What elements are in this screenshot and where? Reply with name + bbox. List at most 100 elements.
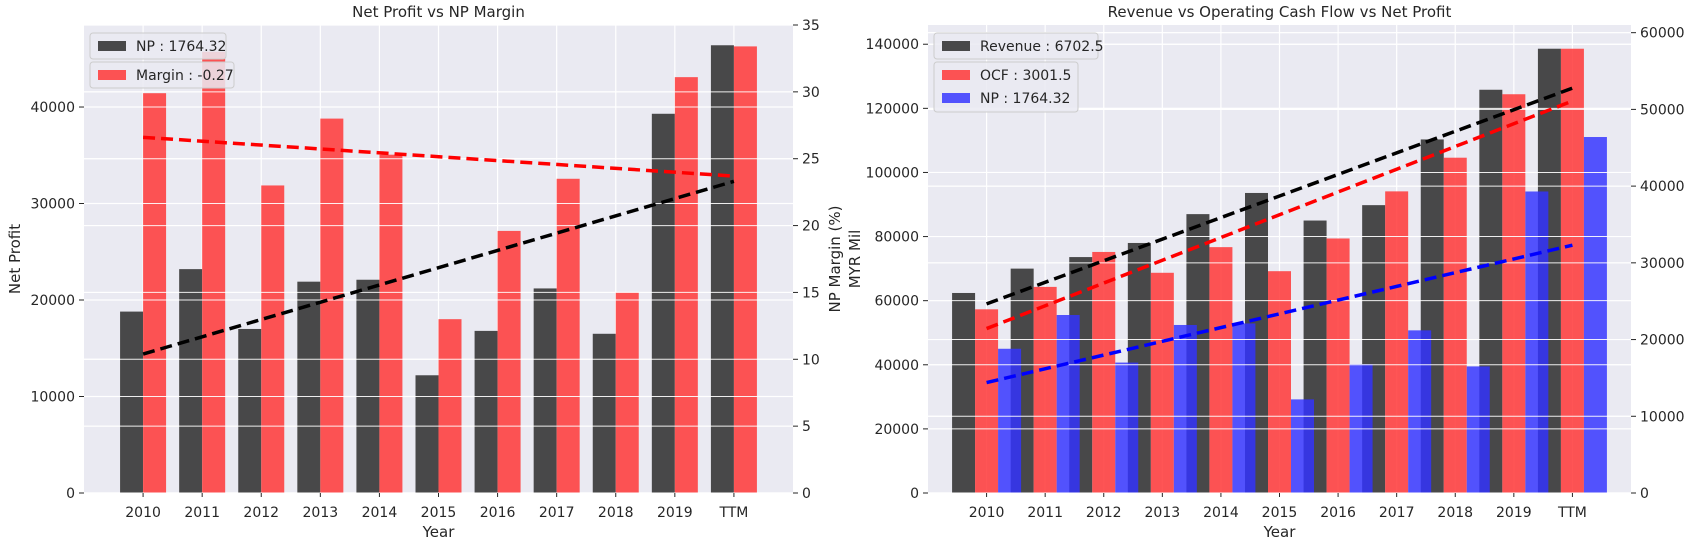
- x-axis-label: Year: [1263, 523, 1297, 541]
- chart-title: Revenue vs Operating Cash Flow vs Net Pr…: [1108, 3, 1452, 21]
- legend-label: Margin : -0.27: [136, 68, 234, 84]
- y-right-tick-label: 35: [802, 18, 820, 34]
- x-tick-label: 2010: [969, 505, 1005, 521]
- bar-3: [1408, 330, 1432, 493]
- y-right-tick-label: 0: [802, 486, 811, 502]
- x-tick-label: 2012: [243, 505, 279, 521]
- bar-2: [320, 118, 344, 493]
- bar-2: [556, 178, 580, 493]
- y-right-tick-label: 0: [1640, 486, 1649, 502]
- y-tick-label: 30000: [30, 197, 75, 213]
- y-right-tick-label: 30000: [1640, 256, 1685, 272]
- chart-2: 2010 2011 2012 2013 2014 2015 2016 2017 2018 2019…: [846, 3, 1685, 541]
- y-tick-label: 100000: [866, 165, 919, 181]
- bar-2: [1326, 238, 1350, 493]
- y-right-tick-label: 25: [802, 152, 820, 168]
- bar-2: [674, 77, 698, 494]
- x-tick-label: TTM: [718, 505, 748, 521]
- y-right-axis-label: NP Margin (%): [826, 206, 844, 313]
- legend-swatch: [942, 70, 970, 80]
- bar-1: [415, 375, 439, 493]
- y-tick-label: 120000: [866, 101, 919, 117]
- trendline-1: [985, 86, 1574, 306]
- legend-box: [89, 61, 235, 89]
- y-tick-label: 80000: [874, 230, 919, 246]
- bar-2: [1560, 48, 1584, 493]
- y-right-tick-label: 5: [802, 419, 811, 435]
- bar-1: [120, 311, 144, 493]
- bar-2: [1209, 247, 1233, 493]
- bar-2: [733, 46, 757, 493]
- x-tick-label: 2016: [480, 505, 516, 521]
- bar-2: [379, 154, 403, 493]
- bar-3: [1291, 399, 1314, 493]
- x-tick-label: 2012: [1086, 505, 1122, 521]
- bar-2: [615, 292, 639, 493]
- bar-3: [998, 348, 1022, 493]
- bar-3: [1115, 362, 1139, 493]
- y-tick-label: 0: [66, 486, 75, 502]
- y-right-tick-label: 10000: [1640, 409, 1685, 425]
- y-tick-label: 10000: [30, 390, 75, 406]
- bar-1: [710, 45, 734, 493]
- trendline-2: [142, 135, 735, 178]
- bar-2: [1268, 271, 1291, 493]
- y-right-tick-label: 20: [802, 219, 820, 235]
- y-axis-label: Net Profit: [6, 224, 24, 294]
- bar-2: [1033, 286, 1057, 493]
- x-tick-label: 2013: [303, 505, 339, 521]
- bar-3: [1173, 324, 1197, 493]
- legend-swatch: [98, 41, 126, 51]
- y-tick-label: 40000: [30, 100, 75, 116]
- bar-3: [1232, 323, 1256, 493]
- bar-1: [952, 292, 976, 493]
- bar-1: [297, 281, 321, 493]
- bar-2: [975, 309, 999, 493]
- x-tick-label: 2016: [1320, 505, 1356, 521]
- y-tick-label: 0: [910, 486, 919, 502]
- bar-1: [592, 333, 616, 493]
- bar-2: [497, 230, 521, 494]
- bar-2: [1092, 251, 1116, 493]
- y-axis-label: MYR Mil: [846, 230, 864, 289]
- bar-1: [533, 288, 557, 493]
- y-tick-label: 60000: [874, 294, 919, 310]
- x-tick-label: 2013: [1145, 505, 1181, 521]
- y-tick-label: 140000: [866, 37, 919, 53]
- y-tick-label: 20000: [30, 293, 75, 309]
- bar-1: [356, 279, 380, 493]
- bar-2: [1385, 191, 1409, 493]
- y-tick-label: 40000: [874, 358, 919, 374]
- bar-1: [474, 330, 498, 493]
- chart-title: Net Profit vs NP Margin: [352, 3, 525, 21]
- bar-3: [1583, 137, 1607, 493]
- x-tick-label: 2011: [1027, 505, 1063, 521]
- legend-label: NP : 1764.32: [136, 39, 226, 55]
- x-tick-label: 2014: [1203, 505, 1239, 521]
- bar-3: [1466, 366, 1490, 493]
- x-tick-label: 2018: [598, 505, 634, 521]
- bar-2: [1443, 157, 1467, 493]
- x-tick-label: 2014: [362, 505, 398, 521]
- bar-1: [179, 269, 203, 493]
- legend-swatch: [942, 41, 970, 51]
- y-tick-label: 20000: [874, 422, 919, 438]
- x-tick-label: 2015: [421, 505, 457, 521]
- legend-box: [89, 32, 227, 60]
- bar-3: [1525, 191, 1549, 494]
- bar-1: [238, 328, 262, 493]
- trendline-2: [985, 99, 1574, 331]
- x-tick-label: TTM: [1557, 505, 1587, 521]
- y-right-tick-label: 50000: [1640, 102, 1685, 118]
- trendline-1: [142, 179, 735, 356]
- bar-2: [143, 93, 167, 494]
- bar-1: [651, 113, 675, 493]
- x-tick-label: 2018: [1437, 505, 1473, 521]
- trendline-3: [986, 243, 1573, 385]
- x-tick-label: 2017: [1379, 505, 1415, 521]
- chart-1: 2010 2011 2012 2013 2014 2015 2016 2017 2018 2019…: [6, 3, 844, 541]
- bar-3: [1056, 315, 1080, 493]
- legend-label: NP : 1764.32: [980, 91, 1070, 107]
- bar-2: [261, 185, 285, 493]
